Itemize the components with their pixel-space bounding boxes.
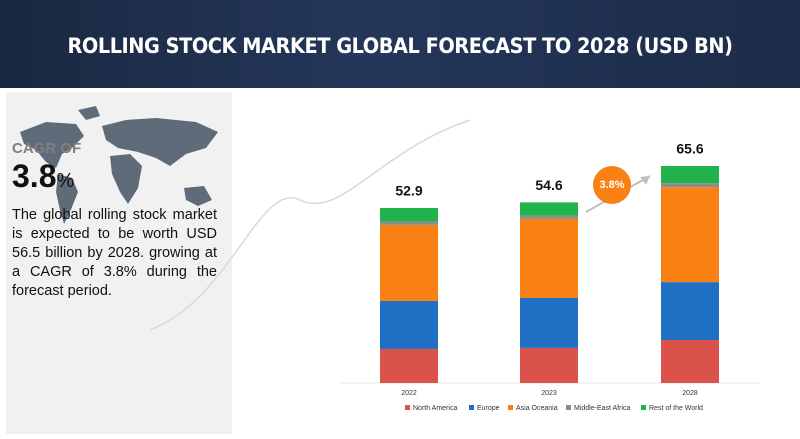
bar-segment xyxy=(380,224,438,301)
total-label: 52.9 xyxy=(395,183,422,199)
header: ROLLING STOCK MARKET GLOBAL FORECAST TO … xyxy=(0,0,800,88)
x-tick-label: 2028 xyxy=(682,390,698,397)
legend-label: Rest of the World xyxy=(649,405,703,412)
x-tick-label: 2022 xyxy=(401,390,417,397)
x-tick-label: 2023 xyxy=(541,390,557,397)
bar-segment xyxy=(380,300,438,349)
legend-swatch xyxy=(641,405,646,410)
legend-label: Asia Oceania xyxy=(516,405,558,412)
bar-segment xyxy=(661,187,719,283)
legend-label: Middle-East Africa xyxy=(574,405,631,412)
bar-segment xyxy=(661,339,719,383)
cagr-number: 3.8 xyxy=(12,158,57,194)
bar-segment xyxy=(380,208,438,222)
description: The global rolling stock market is expec… xyxy=(12,207,217,299)
legend-label: North America xyxy=(413,405,457,412)
total-label: 65.6 xyxy=(676,141,703,157)
arrow-head xyxy=(640,176,650,185)
bar-segment xyxy=(520,202,578,216)
cagr-label: CAGR OF xyxy=(12,140,82,157)
legend-swatch xyxy=(469,405,474,410)
legend-swatch xyxy=(405,405,410,410)
cagr-badge-label: 3.8% xyxy=(599,179,624,191)
bar-segment xyxy=(661,183,719,188)
cagr-unit: % xyxy=(56,170,75,192)
cagr-badge xyxy=(593,166,631,204)
bar-segment xyxy=(661,282,719,340)
total-label: 54.6 xyxy=(535,177,562,193)
cagr-value: 3.8% xyxy=(12,158,74,195)
world-map xyxy=(20,106,218,224)
bar-segment xyxy=(520,215,578,219)
bar-segment xyxy=(661,166,719,184)
legend-label: Europe xyxy=(477,405,500,412)
legend-swatch xyxy=(566,405,571,410)
legend-swatch xyxy=(508,405,513,410)
bar-segment xyxy=(380,221,438,225)
bar-segment xyxy=(380,348,438,383)
bar-segment xyxy=(520,347,578,383)
bar-segment xyxy=(520,218,578,298)
bar-segment xyxy=(520,297,578,348)
title: ROLLING STOCK MARKET GLOBAL FORECAST TO … xyxy=(67,34,733,58)
sidebar xyxy=(6,92,232,434)
decor-curve xyxy=(149,119,471,331)
